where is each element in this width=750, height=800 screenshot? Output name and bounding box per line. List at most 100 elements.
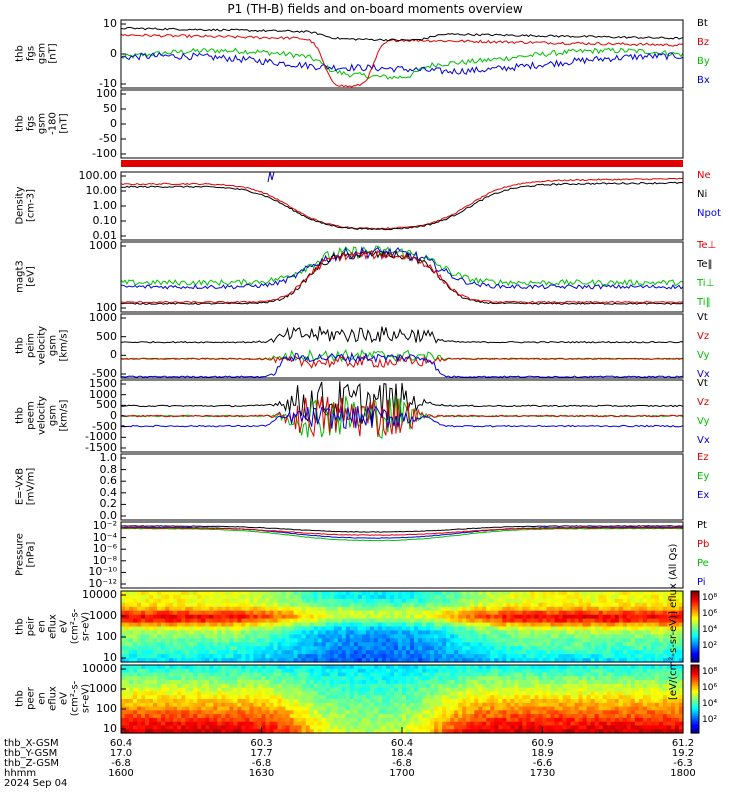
peer-spectrogram-cell (590, 668, 596, 674)
peer-spectrogram-cell (658, 710, 664, 715)
peir-spectrogram-cell (578, 650, 584, 655)
peir-spectrogram-cell (606, 630, 612, 635)
peir-spectrogram-cell (153, 602, 158, 608)
peer-spectrogram-cell (638, 668, 644, 674)
peir-spectrogram-cell (502, 646, 507, 651)
peir-spectrogram-cell (237, 610, 242, 616)
peir-spectrogram-cell (590, 622, 596, 628)
peer-spectrogram-cell (197, 710, 202, 715)
peer-spectrogram-cell (309, 687, 315, 693)
peir-spectrogram-cell (434, 614, 439, 620)
peir-spectrogram-cell (349, 642, 355, 647)
peir-spectrogram-cell (570, 650, 576, 655)
peer-spectrogram-cell (333, 714, 339, 719)
peir-spectrogram-cell (377, 606, 383, 612)
peer-spectrogram-cell (626, 687, 632, 693)
peir-spectrogram-cell (434, 591, 439, 596)
peer-spectrogram-cell (618, 714, 624, 719)
peer-spectrogram-cell (510, 683, 515, 689)
peir-spectrogram-cell (510, 614, 515, 620)
peer-spectrogram-cell (598, 676, 604, 681)
peer-spectrogram-cell (634, 676, 640, 681)
peir-spectrogram-cell (486, 598, 491, 604)
peir-spectrogram-cell (381, 654, 387, 659)
peir-spectrogram-cell (671, 634, 676, 639)
peir-spectrogram-cell (554, 598, 560, 604)
peer-spectrogram-cell (149, 680, 154, 685)
peir-spectrogram-cell (373, 610, 379, 616)
peir-spectrogram-cell (466, 591, 471, 596)
peir-spectrogram-cell (538, 606, 544, 612)
peer-spectrogram-cell (622, 695, 628, 700)
peer-spectrogram-cell (534, 665, 540, 670)
peir-spectrogram-cell (365, 634, 371, 639)
peir-spectrogram-cell (297, 591, 303, 596)
peir-spectrogram-cell (574, 650, 580, 655)
peir-spectrogram-cell (313, 642, 319, 647)
peer-spectrogram-cell (622, 683, 628, 689)
peer-spectrogram-cell (406, 691, 411, 696)
peer-spectrogram-cell (369, 683, 375, 689)
peer-spectrogram-cell (317, 725, 323, 730)
peer-spectrogram-cell (610, 680, 616, 685)
peir-spectrogram-cell (233, 646, 238, 651)
peir-spectrogram-cell (309, 598, 315, 604)
peir-spectrogram-cell (229, 658, 234, 663)
peer-spectrogram-cell (502, 691, 507, 696)
peir-spectrogram-cell (506, 618, 511, 624)
peir-spectrogram-cell (189, 606, 194, 612)
peir-spectrogram-cell (534, 614, 540, 620)
peir-spectrogram-cell (666, 594, 672, 600)
peer-spectrogram-cell (658, 729, 664, 734)
peir-spectrogram-cell (361, 630, 367, 635)
peir-spectrogram-cell (610, 646, 616, 651)
peer-spectrogram-cell (646, 672, 652, 677)
peer-spectrogram-cell (450, 725, 455, 730)
peer-spectrogram-cell (349, 665, 355, 670)
peer-spectrogram-cell (345, 729, 351, 734)
peer-spectrogram-cell (466, 702, 471, 708)
peer-spectrogram-cell (189, 699, 194, 704)
peer-spectrogram-cell (245, 668, 250, 674)
peir-spectrogram-cell (486, 646, 491, 651)
peir-spectrogram-cell (550, 591, 556, 596)
peer-spectrogram-cell (466, 717, 471, 723)
peer-spectrogram-cell (590, 672, 596, 677)
peer-spectrogram-cell (145, 676, 150, 681)
peir-spectrogram-cell (566, 606, 572, 612)
peir-spectrogram-cell (161, 614, 166, 620)
peer-spectrogram-cell (562, 714, 568, 719)
peir-spectrogram-cell (141, 646, 146, 651)
peer-spectrogram-cell (257, 706, 263, 711)
peer-spectrogram-cell (426, 683, 431, 689)
peer-spectrogram-cell (406, 683, 411, 689)
peir-spectrogram-cell (265, 630, 271, 635)
peir-spectrogram-cell (578, 622, 584, 628)
peir-spectrogram-cell (474, 610, 479, 616)
peer-spectrogram-cell (137, 702, 142, 708)
peer-spectrogram-cell (277, 725, 283, 730)
peir-spectrogram-cell (337, 602, 343, 608)
peer-spectrogram-cell (426, 729, 431, 734)
peir-spectrogram-cell (353, 638, 359, 643)
peir-spectrogram-cell (349, 650, 355, 655)
peir-spectrogram-cell (357, 646, 363, 651)
peir-spectrogram-cell (377, 618, 383, 624)
peir-spectrogram-cell (478, 606, 483, 612)
peir-spectrogram-cell (582, 638, 588, 643)
peir-spectrogram-cell (518, 638, 523, 643)
peir-spectrogram-cell (181, 618, 186, 624)
peer-spectrogram-cell (321, 729, 327, 734)
peer-spectrogram-cell (638, 665, 644, 670)
peir-spectrogram-cell (353, 610, 359, 616)
peer-spectrogram-cell (213, 721, 218, 727)
peer-spectrogram-cell (201, 672, 206, 677)
peer-spectrogram-cell (161, 725, 166, 730)
peir-spectrogram-cell (586, 634, 592, 639)
peer-spectrogram-cell (474, 702, 479, 708)
peer-spectrogram-cell (402, 717, 407, 723)
peer-spectrogram-cell (562, 691, 568, 696)
peer-spectrogram-cell (390, 714, 395, 719)
peir-spectrogram-cell (385, 634, 391, 639)
peir-spectrogram-cell (394, 638, 399, 643)
